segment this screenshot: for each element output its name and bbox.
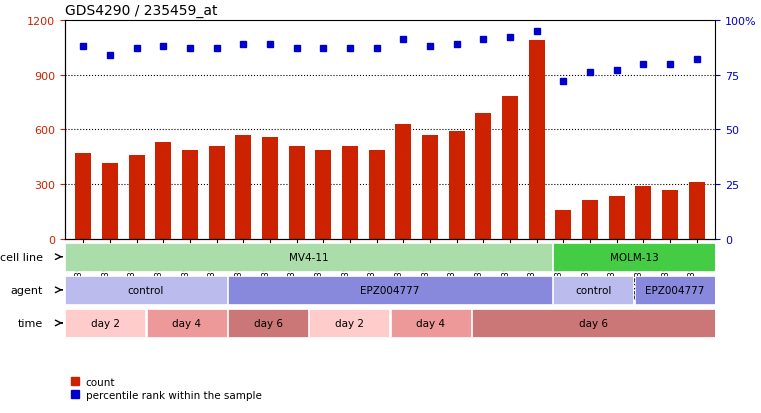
Bar [662, 190, 678, 240]
Bar [262, 138, 278, 240]
Bar [635, 187, 651, 240]
Bar [182, 150, 198, 240]
Bar [390, 309, 471, 337]
Bar [209, 147, 224, 240]
Bar [228, 276, 552, 304]
Text: EPZ004777: EPZ004777 [645, 285, 705, 295]
Bar [609, 197, 625, 240]
Bar [315, 150, 331, 240]
Bar [396, 125, 412, 240]
Bar [75, 154, 91, 240]
Bar [65, 276, 227, 304]
Text: MV4-11: MV4-11 [289, 252, 329, 262]
Text: day 4: day 4 [172, 318, 201, 328]
Text: GDS4290 / 235459_at: GDS4290 / 235459_at [65, 4, 217, 18]
Text: day 2: day 2 [91, 318, 119, 328]
Text: day 6: day 6 [253, 318, 282, 328]
Bar [449, 132, 465, 240]
Bar [556, 210, 572, 240]
Bar [529, 41, 545, 240]
Bar [65, 243, 552, 271]
Bar [235, 135, 251, 240]
Bar [502, 97, 518, 240]
Text: day 2: day 2 [335, 318, 364, 328]
Legend: count, percentile rank within the sample: count, percentile rank within the sample [70, 377, 261, 401]
Bar [288, 147, 304, 240]
Bar [147, 309, 227, 337]
Text: day 4: day 4 [416, 318, 445, 328]
Bar [553, 243, 715, 271]
Bar [342, 147, 358, 240]
Bar [422, 135, 438, 240]
Bar [309, 309, 390, 337]
Bar [129, 156, 145, 240]
Bar [472, 309, 715, 337]
Bar [65, 309, 145, 337]
Text: day 6: day 6 [579, 318, 608, 328]
Bar [155, 143, 171, 240]
Bar [368, 150, 384, 240]
Text: control: control [575, 285, 612, 295]
Text: time: time [18, 318, 43, 328]
Text: agent: agent [11, 285, 43, 295]
Bar [228, 309, 308, 337]
Text: MOLM-13: MOLM-13 [610, 252, 658, 262]
Text: cell line: cell line [0, 252, 43, 262]
Bar [476, 114, 492, 240]
Bar [553, 276, 633, 304]
Bar [102, 164, 118, 240]
Bar [582, 200, 598, 240]
Bar [635, 276, 715, 304]
Bar [689, 183, 705, 240]
Text: EPZ004777: EPZ004777 [360, 285, 420, 295]
Text: control: control [128, 285, 164, 295]
